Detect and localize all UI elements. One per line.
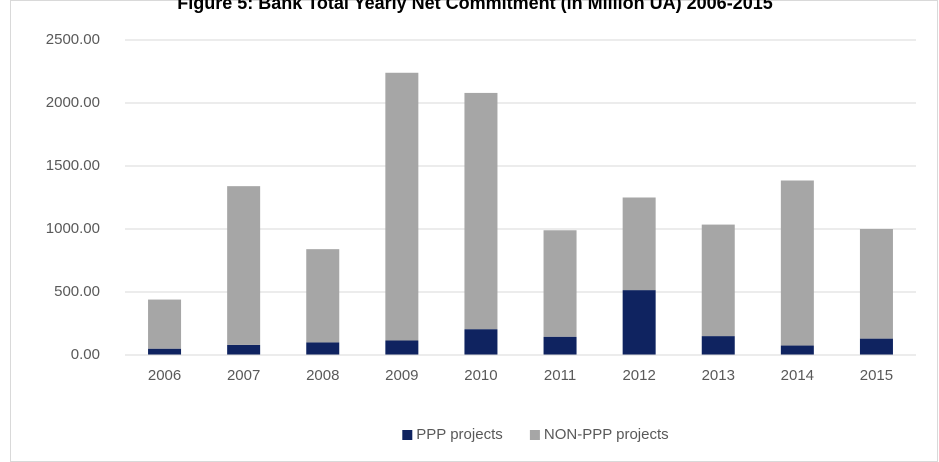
x-tick-label: 2011 xyxy=(544,367,576,384)
bar-segment xyxy=(306,249,340,343)
bar-segment xyxy=(464,329,498,355)
x-tick-label: 2008 xyxy=(306,367,339,384)
bar-segment xyxy=(701,336,735,355)
x-tick-label: 2006 xyxy=(148,367,181,384)
bar-segment xyxy=(859,229,893,339)
y-tick-label: 500.00 xyxy=(54,283,100,300)
x-tick-label: 2015 xyxy=(860,367,893,384)
bar-segment xyxy=(227,344,261,355)
bar-segment xyxy=(701,224,735,337)
y-tick-label: 2500.00 xyxy=(46,31,100,48)
bar-segment xyxy=(859,338,893,355)
bar-segment xyxy=(543,336,577,355)
bar-segment xyxy=(543,230,577,337)
legend-label: NON-PPP projects xyxy=(544,426,669,443)
bar-segment xyxy=(464,92,498,330)
x-tick-label: 2007 xyxy=(227,367,260,384)
bar-segment xyxy=(306,342,340,355)
x-tick-label: 2014 xyxy=(781,367,814,384)
bar-segment xyxy=(148,299,182,349)
y-tick-label: 1000.00 xyxy=(46,220,100,237)
bar-segment xyxy=(780,180,814,346)
x-tick-label: 2009 xyxy=(385,367,418,384)
legend-label: PPP projects xyxy=(416,426,502,443)
legend-swatch xyxy=(529,430,540,440)
bar-segment xyxy=(622,290,656,355)
y-tick-label: 2000.00 xyxy=(46,94,100,111)
bar-segment xyxy=(227,186,261,345)
bar-segment xyxy=(385,340,419,355)
bar-segment xyxy=(148,348,182,355)
legend-swatch xyxy=(402,430,413,440)
bar-segment xyxy=(780,345,814,355)
x-tick-label: 2010 xyxy=(464,367,497,384)
bar-segment xyxy=(385,72,419,341)
y-tick-label: 0.00 xyxy=(71,346,100,363)
x-tick-label: 2013 xyxy=(702,367,735,384)
y-tick-label: 1500.00 xyxy=(46,157,100,174)
x-tick-label: 2012 xyxy=(622,367,655,384)
chart-title: Figure 5: Bank Total Yearly Net Commitme… xyxy=(177,0,772,13)
bar-segment xyxy=(622,197,656,291)
